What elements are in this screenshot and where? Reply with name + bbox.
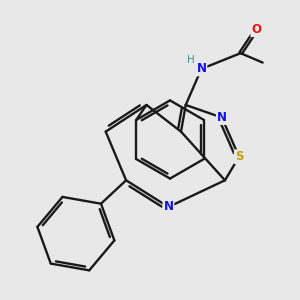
Text: N: N (217, 111, 227, 124)
Text: O: O (251, 23, 261, 36)
Text: N: N (196, 62, 206, 75)
Text: H: H (187, 56, 195, 65)
Text: N: N (164, 200, 173, 214)
Text: S: S (235, 150, 243, 163)
